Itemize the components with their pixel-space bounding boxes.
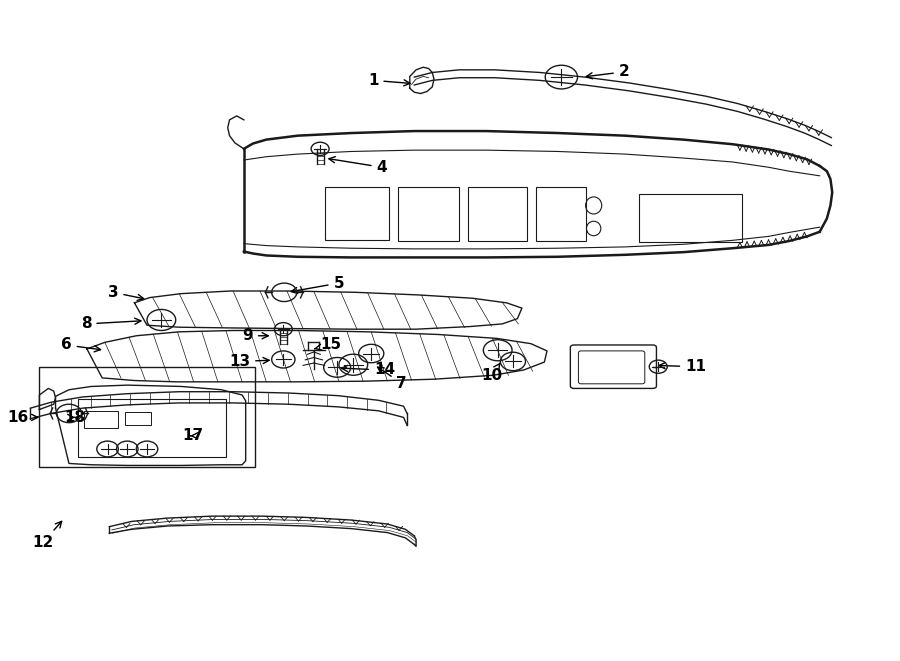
Text: 14: 14: [341, 362, 395, 377]
Text: 18: 18: [65, 410, 86, 425]
Text: 17: 17: [183, 428, 203, 444]
Text: 7: 7: [377, 367, 407, 391]
Text: 13: 13: [229, 354, 269, 369]
Text: 12: 12: [32, 522, 61, 550]
Text: 3: 3: [108, 285, 144, 301]
Text: 10: 10: [482, 363, 502, 383]
Text: 8: 8: [81, 317, 141, 331]
Text: 16: 16: [7, 410, 38, 425]
Bar: [536, 187, 586, 241]
Bar: [468, 187, 527, 241]
Bar: [398, 187, 459, 241]
Text: 1: 1: [368, 73, 410, 88]
Text: 2: 2: [586, 64, 629, 79]
Text: 5: 5: [292, 276, 344, 293]
Text: 4: 4: [328, 157, 387, 175]
Bar: [85, 410, 118, 428]
Text: 15: 15: [314, 338, 341, 352]
Bar: [40, 368, 255, 467]
Bar: [638, 194, 742, 242]
Text: 9: 9: [242, 329, 268, 343]
Bar: [125, 412, 150, 425]
Text: 11: 11: [659, 359, 706, 374]
Bar: [325, 187, 389, 240]
Text: 6: 6: [61, 338, 101, 352]
Bar: [78, 399, 226, 457]
